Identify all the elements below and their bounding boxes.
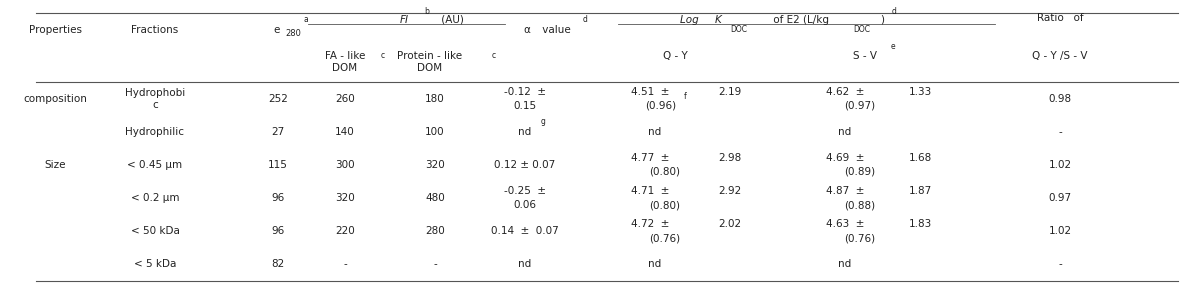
Text: (AU): (AU) — [438, 15, 464, 25]
Text: c: c — [491, 50, 496, 59]
Text: DOC: DOC — [853, 25, 870, 35]
Text: (0.89): (0.89) — [845, 167, 876, 177]
Text: -0.12  ±: -0.12 ± — [505, 87, 546, 97]
Text: nd: nd — [839, 259, 852, 270]
Text: (0.96): (0.96) — [645, 100, 676, 110]
Text: 4.71  ±: 4.71 ± — [631, 186, 669, 196]
Text: a: a — [303, 16, 308, 25]
Text: (0.76): (0.76) — [845, 233, 876, 243]
Text: 140: 140 — [336, 127, 355, 137]
Text: 2.19: 2.19 — [719, 87, 741, 97]
Text: 27: 27 — [271, 127, 284, 137]
Text: 4.87  ±: 4.87 ± — [826, 186, 864, 196]
Text: c: c — [152, 100, 158, 110]
Text: 252: 252 — [268, 93, 288, 104]
Text: -: - — [1058, 259, 1061, 270]
Text: -: - — [1058, 127, 1061, 137]
Text: < 5 kDa: < 5 kDa — [133, 259, 176, 270]
Text: < 0.45 μm: < 0.45 μm — [127, 160, 182, 170]
Text: 4.63  ±: 4.63 ± — [826, 219, 864, 229]
Text: 96: 96 — [271, 193, 284, 203]
Text: < 50 kDa: < 50 kDa — [131, 226, 180, 236]
Text: FA - like
DOM: FA - like DOM — [325, 51, 365, 73]
Text: 115: 115 — [268, 160, 288, 170]
Text: -: - — [433, 259, 437, 270]
Text: e: e — [891, 42, 896, 50]
Text: 320: 320 — [336, 193, 355, 203]
Text: 180: 180 — [425, 93, 445, 104]
Text: 2.98: 2.98 — [719, 153, 741, 163]
Text: ): ) — [879, 15, 884, 25]
Text: 0.12 ± 0.07: 0.12 ± 0.07 — [494, 160, 556, 170]
Text: nd: nd — [649, 259, 662, 270]
Text: Hydrophobi: Hydrophobi — [125, 88, 186, 98]
Text: 100: 100 — [425, 127, 445, 137]
Text: (0.80): (0.80) — [650, 200, 681, 210]
Text: 0.15: 0.15 — [513, 100, 537, 110]
Text: 2.02: 2.02 — [719, 219, 741, 229]
Text: Properties: Properties — [29, 25, 81, 35]
Text: -: - — [343, 259, 346, 270]
Text: Q - Y /S - V: Q - Y /S - V — [1032, 51, 1088, 61]
Text: 1.83: 1.83 — [908, 219, 932, 229]
Text: nd: nd — [839, 127, 852, 137]
Text: S - V: S - V — [853, 51, 877, 61]
Text: 1.33: 1.33 — [908, 87, 932, 97]
Text: 4.62  ±: 4.62 ± — [826, 87, 864, 97]
Text: 1.02: 1.02 — [1048, 226, 1071, 236]
Text: (0.76): (0.76) — [650, 233, 681, 243]
Text: composition: composition — [23, 93, 87, 104]
Text: (0.80): (0.80) — [650, 167, 681, 177]
Text: 4.69  ±: 4.69 ± — [826, 153, 864, 163]
Text: α: α — [522, 25, 530, 35]
Text: 0.06: 0.06 — [514, 200, 537, 210]
Text: 4.72  ±: 4.72 ± — [631, 219, 669, 229]
Text: FI: FI — [400, 15, 409, 25]
Text: DOC: DOC — [729, 25, 747, 35]
Text: nd: nd — [519, 259, 532, 270]
Text: e: e — [273, 25, 280, 35]
Text: Protein - like
DOM: Protein - like DOM — [397, 51, 463, 73]
Text: 2.92: 2.92 — [719, 186, 741, 196]
Text: d: d — [892, 8, 897, 16]
Text: Log: Log — [679, 15, 702, 25]
Text: 1.87: 1.87 — [908, 186, 932, 196]
Text: (0.97): (0.97) — [845, 100, 876, 110]
Text: nd: nd — [519, 127, 532, 137]
Text: 220: 220 — [336, 226, 355, 236]
Text: 0.98: 0.98 — [1048, 93, 1071, 104]
Text: 4.51  ±: 4.51 ± — [631, 87, 669, 97]
Text: 1.02: 1.02 — [1048, 160, 1071, 170]
Text: 0.14  ±  0.07: 0.14 ± 0.07 — [491, 226, 559, 236]
Text: of E2 (L/kg: of E2 (L/kg — [770, 15, 829, 25]
Text: b: b — [424, 8, 428, 16]
Text: Hydrophilic: Hydrophilic — [125, 127, 184, 137]
Text: 4.77  ±: 4.77 ± — [631, 153, 669, 163]
Text: Q - Y: Q - Y — [663, 51, 688, 61]
Text: 82: 82 — [271, 259, 284, 270]
Text: 280: 280 — [284, 30, 301, 38]
Text: c: c — [381, 50, 386, 59]
Text: 96: 96 — [271, 226, 284, 236]
Text: nd: nd — [649, 127, 662, 137]
Text: 1.68: 1.68 — [908, 153, 932, 163]
Text: d: d — [583, 16, 588, 25]
Text: Ratio   of: Ratio of — [1036, 13, 1083, 23]
Text: g: g — [541, 117, 546, 126]
Text: 480: 480 — [425, 193, 445, 203]
Text: 0.97: 0.97 — [1048, 193, 1071, 203]
Text: (0.88): (0.88) — [845, 200, 876, 210]
Text: Fractions: Fractions — [131, 25, 178, 35]
Text: value: value — [539, 25, 571, 35]
Text: < 0.2 μm: < 0.2 μm — [131, 193, 180, 203]
Text: -0.25  ±: -0.25 ± — [505, 186, 546, 196]
Text: 300: 300 — [336, 160, 355, 170]
Text: 260: 260 — [336, 93, 355, 104]
Text: Size: Size — [44, 160, 65, 170]
Text: f: f — [684, 92, 687, 101]
Text: 280: 280 — [425, 226, 445, 236]
Text: 320: 320 — [425, 160, 445, 170]
Text: K: K — [715, 15, 722, 25]
